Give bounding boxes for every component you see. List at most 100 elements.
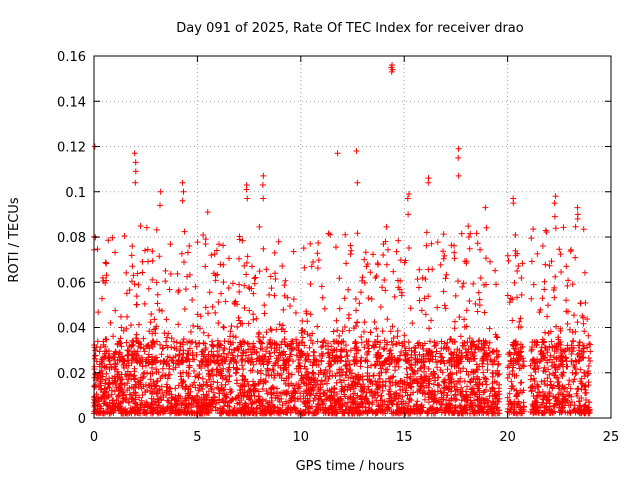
data-point <box>147 376 154 383</box>
data-point <box>236 387 243 394</box>
data-point <box>218 370 225 377</box>
data-point <box>281 336 288 343</box>
y-tick-label: 0.04 <box>57 322 86 337</box>
data-point <box>338 354 345 361</box>
data-point <box>396 383 403 390</box>
data-point <box>177 340 184 347</box>
data-point <box>539 396 546 403</box>
data-point <box>166 384 173 391</box>
data-point <box>364 410 371 417</box>
data-point <box>128 278 135 285</box>
data-point <box>406 375 413 382</box>
data-point <box>322 366 329 373</box>
data-point <box>542 227 549 234</box>
data-point <box>284 342 291 349</box>
data-point <box>204 394 211 401</box>
data-point <box>307 391 314 398</box>
data-point <box>467 391 474 398</box>
data-point <box>486 339 493 346</box>
data-point <box>452 391 459 398</box>
data-point <box>559 372 566 379</box>
data-point <box>153 323 160 330</box>
data-point <box>372 378 379 385</box>
data-point <box>483 224 490 231</box>
data-point <box>561 384 568 391</box>
data-point <box>460 410 467 417</box>
data-point <box>546 406 553 413</box>
data-point <box>333 391 340 398</box>
data-point <box>464 354 471 361</box>
data-point <box>236 399 243 406</box>
data-point <box>488 410 495 417</box>
data-point <box>126 343 133 350</box>
data-point <box>565 277 572 284</box>
y-tick-label: 0.06 <box>57 276 86 291</box>
data-point <box>580 320 587 327</box>
data-point <box>288 338 295 345</box>
data-point <box>157 409 164 416</box>
data-point <box>157 341 164 348</box>
data-point <box>208 407 215 414</box>
data-point <box>408 351 415 358</box>
data-point <box>124 368 131 375</box>
data-point <box>106 353 113 360</box>
data-point <box>128 252 135 259</box>
data-point <box>143 224 150 231</box>
data-point <box>480 337 487 344</box>
data-point <box>333 317 340 324</box>
data-point <box>222 374 229 381</box>
data-point <box>303 387 310 394</box>
data-point <box>426 325 433 332</box>
data-point <box>123 269 130 276</box>
data-point <box>407 391 414 398</box>
data-point <box>158 396 165 403</box>
data-point <box>325 375 332 382</box>
x-tick-label: 15 <box>396 430 413 445</box>
data-point <box>126 391 133 398</box>
data-point <box>496 381 503 388</box>
data-point <box>472 346 479 353</box>
data-point <box>314 400 321 407</box>
data-point <box>113 366 120 373</box>
data-point <box>139 392 146 399</box>
data-point <box>118 324 125 331</box>
data-point <box>294 410 301 417</box>
data-point <box>426 348 433 355</box>
data-point <box>180 336 187 343</box>
data-point <box>152 357 159 364</box>
data-point <box>423 242 430 249</box>
data-point <box>263 371 270 378</box>
data-point <box>260 245 267 252</box>
data-point <box>161 330 168 337</box>
data-point <box>263 266 270 273</box>
data-point <box>232 334 239 341</box>
data-point <box>331 347 338 354</box>
data-point <box>493 348 500 355</box>
data-point <box>379 328 386 335</box>
data-point <box>122 406 129 413</box>
data-point <box>447 335 454 342</box>
data-point <box>126 372 133 379</box>
data-point <box>446 371 453 378</box>
data-point <box>213 366 220 373</box>
data-point <box>272 270 279 277</box>
data-point <box>348 382 355 389</box>
data-point <box>389 374 396 381</box>
data-point <box>475 289 482 296</box>
data-point <box>186 242 193 249</box>
grid-lines <box>94 56 611 418</box>
data-point <box>566 346 573 353</box>
data-point <box>577 366 584 373</box>
data-point <box>402 410 409 417</box>
data-point <box>365 295 372 302</box>
data-point <box>318 357 325 364</box>
data-point <box>469 401 476 408</box>
data-point <box>414 276 421 283</box>
data-point <box>474 240 481 247</box>
data-point <box>326 363 333 370</box>
data-point <box>352 340 359 347</box>
data-point <box>293 340 300 347</box>
data-point <box>578 395 585 402</box>
data-point <box>240 338 247 345</box>
data-point <box>185 351 192 358</box>
